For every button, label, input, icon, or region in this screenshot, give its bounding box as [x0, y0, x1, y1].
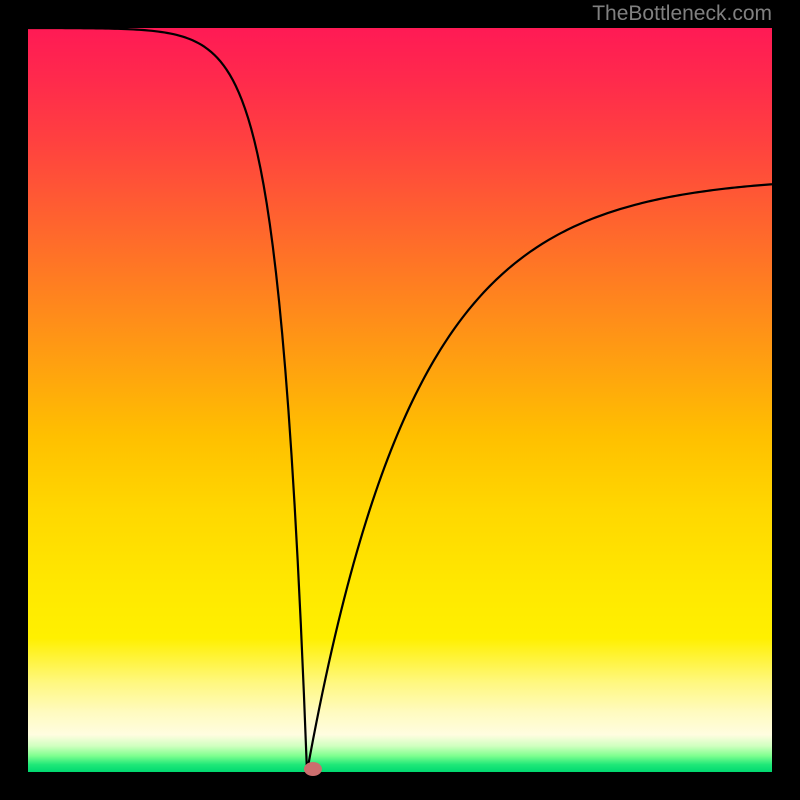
plot-background [28, 28, 772, 772]
bottleneck-marker [304, 762, 322, 776]
watermark-text: TheBottleneck.com [592, 2, 772, 26]
chart-svg [0, 0, 800, 800]
chart-container: { "chart": { "type": "line", "width": 80… [0, 0, 800, 800]
